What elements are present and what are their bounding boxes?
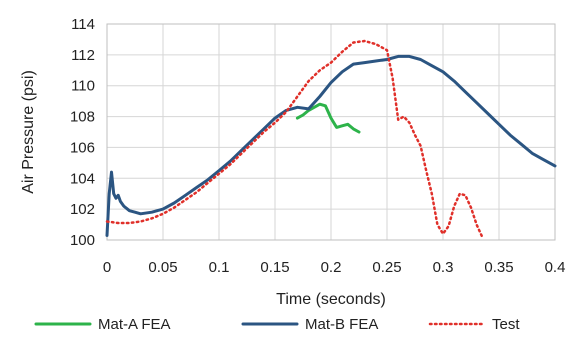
x-tick-label: 0.05 (148, 259, 177, 276)
series-line-mat-a-fea (295, 102, 361, 134)
y-tick-label: 114 (71, 16, 95, 33)
series-line-mat-b-fea (105, 54, 557, 237)
x-tick-labels: 0 0.05 0.1 0.15 0.2 0.25 0.3 0.35 0.4 (103, 259, 566, 276)
x-tick-label: 0 (103, 259, 111, 276)
x-tick-label: 0.3 (433, 259, 454, 276)
series-layer (105, 39, 557, 239)
y-tick-labels: 100 102 104 106 108 110 112 114 (70, 16, 95, 249)
series-line-test (105, 39, 484, 239)
legend: Mat-A FEA Mat-B FEA Test (34, 316, 520, 333)
x-tick-label: 0.2 (321, 259, 342, 276)
legend-label: Mat-B FEA (305, 316, 378, 333)
y-tick-label: 104 (70, 170, 95, 187)
legend-label: Mat-A FEA (98, 316, 171, 333)
x-tick-label: 0.1 (209, 259, 230, 276)
y-tick-label: 100 (70, 232, 95, 249)
y-tick-label: 106 (70, 139, 95, 156)
x-axis-title: Time (seconds) (276, 291, 386, 308)
x-tick-label: 0.25 (372, 259, 401, 276)
x-tick-label: 0.4 (545, 259, 566, 276)
legend-label: Test (492, 316, 520, 333)
plot-area (106, 23, 556, 241)
y-tick-label: 102 (70, 201, 95, 218)
y-tick-label: 112 (71, 47, 95, 64)
x-tick-label: 0.35 (484, 259, 513, 276)
x-tick-label: 0.15 (260, 259, 289, 276)
y-tick-label: 108 (70, 109, 95, 126)
y-axis-title: Air Pressure (psi) (20, 70, 37, 194)
y-tick-label: 110 (71, 78, 95, 95)
